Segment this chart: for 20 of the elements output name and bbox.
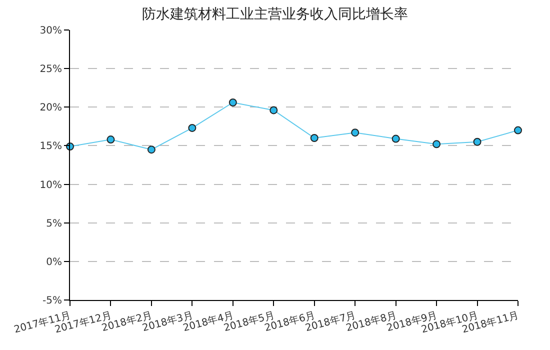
y-tick-label: 10% bbox=[40, 180, 62, 191]
y-tick-label: 30% bbox=[40, 26, 62, 36]
y-tick-label: -5% bbox=[42, 296, 62, 306]
point bbox=[351, 128, 360, 137]
point bbox=[473, 138, 482, 146]
point bbox=[188, 124, 196, 132]
point bbox=[392, 134, 400, 143]
point bbox=[310, 134, 318, 142]
point bbox=[228, 98, 237, 107]
point bbox=[106, 136, 115, 144]
point bbox=[514, 126, 522, 134]
point bbox=[432, 140, 441, 148]
chart-title: 防水建筑材料工业主营业务收入同比增长率 bbox=[142, 6, 408, 23]
y-tick-label: 0% bbox=[46, 256, 62, 268]
point bbox=[270, 106, 278, 114]
point bbox=[147, 146, 156, 154]
y-tick-label: 20% bbox=[40, 102, 62, 114]
y-tick-label: 25% bbox=[40, 64, 62, 76]
y-tick-label: 15% bbox=[40, 141, 62, 152]
y-tick-label: 5% bbox=[46, 218, 62, 230]
